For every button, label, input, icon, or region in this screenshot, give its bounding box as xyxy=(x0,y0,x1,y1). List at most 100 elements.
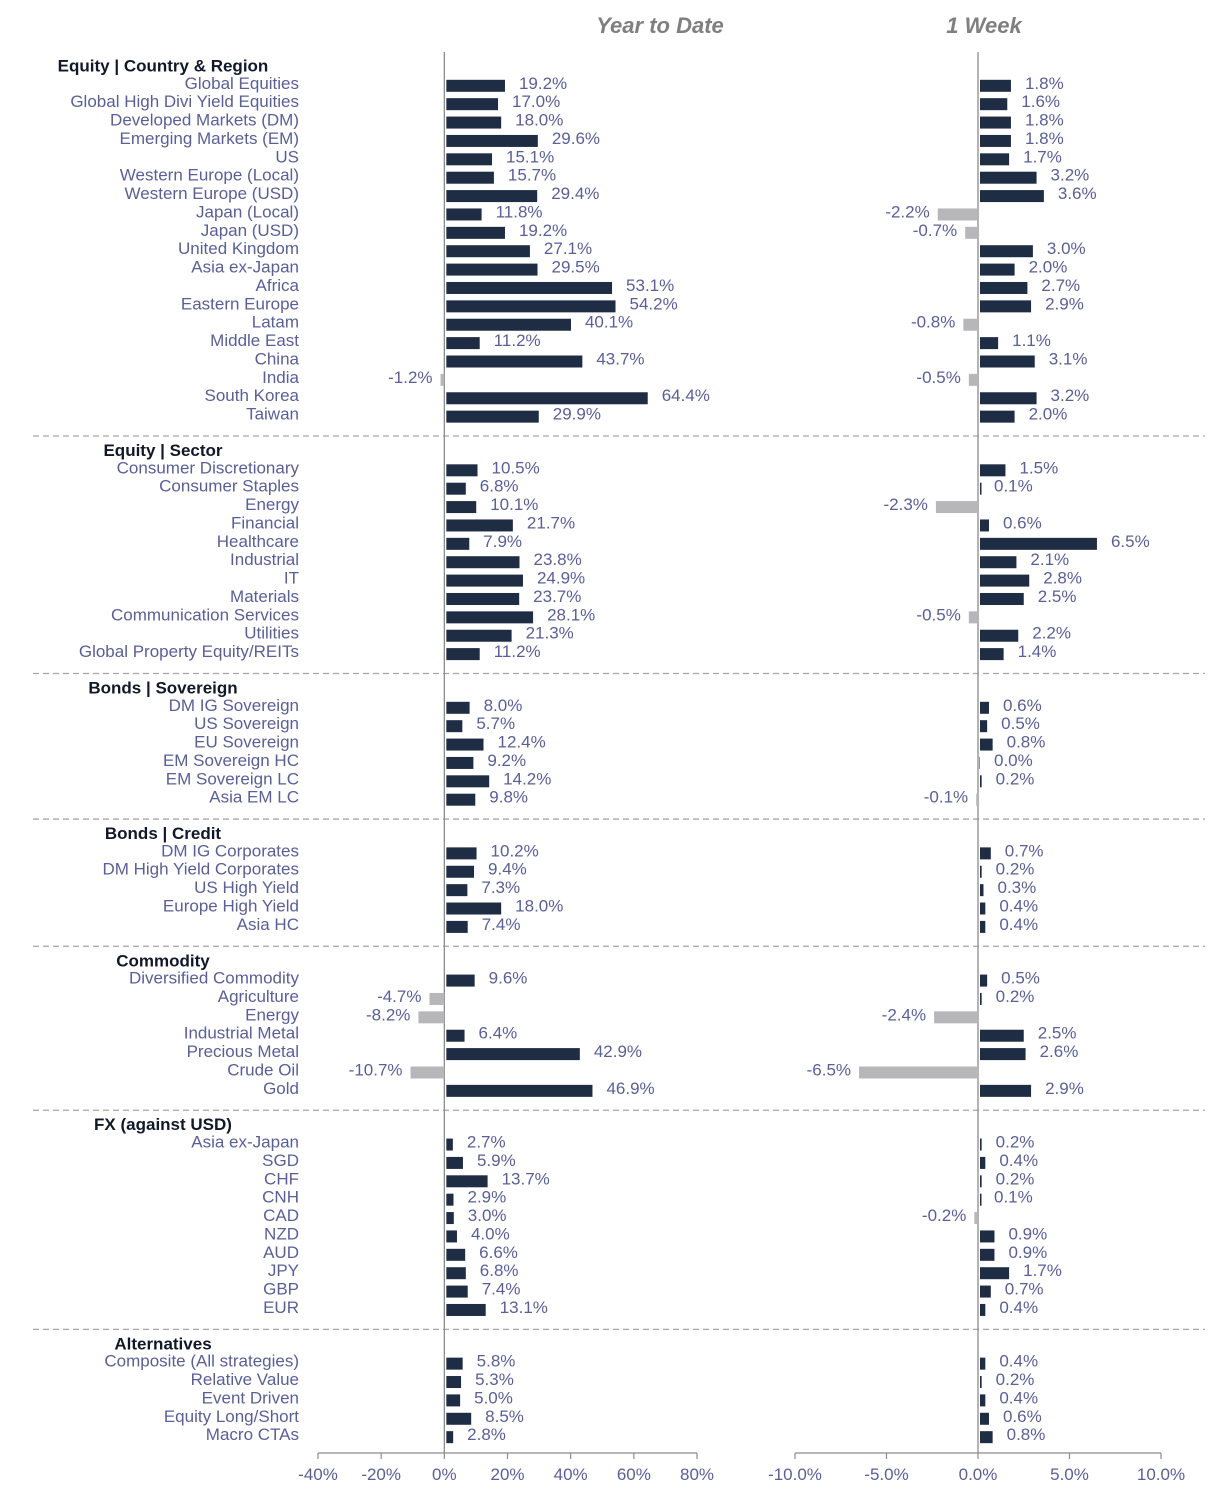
wk-bar xyxy=(980,992,982,1005)
ytd-bar xyxy=(446,720,463,733)
row-label: Crude Oil xyxy=(227,1060,299,1079)
ytd-bar xyxy=(446,1357,463,1370)
row-label: EM Sovereign HC xyxy=(163,751,299,770)
row-label: Energy xyxy=(245,495,299,514)
ytd-value-label: 5.8% xyxy=(477,1352,516,1371)
wk-bar xyxy=(934,1011,978,1024)
row-label: Macro CTAs xyxy=(206,1425,299,1444)
ytd-bar xyxy=(446,756,474,769)
row-label: Financial xyxy=(231,513,299,532)
ytd-value-label: 64.4% xyxy=(662,386,710,405)
row-label: Western Europe (Local) xyxy=(120,166,299,185)
wk-value-label: 0.6% xyxy=(1003,513,1042,532)
wk-value-label: 1.8% xyxy=(1025,129,1064,148)
ytd-bar xyxy=(446,98,499,111)
row-label: Consumer Discretionary xyxy=(117,458,300,477)
ytd-value-label: 2.9% xyxy=(467,1188,506,1207)
ytd-value-label: 15.1% xyxy=(506,147,554,166)
ytd-bar xyxy=(446,1248,466,1261)
row-label: Gold xyxy=(263,1079,299,1098)
row-label: Japan (Local) xyxy=(196,202,299,221)
wk-value-label: 0.7% xyxy=(1005,841,1044,860)
wk-value-label: 2.5% xyxy=(1038,587,1077,606)
wk-value-label: 0.1% xyxy=(994,477,1033,496)
wk-bar xyxy=(980,98,1008,111)
wk-value-label: 0.2% xyxy=(996,1370,1035,1389)
row-label: Eastern Europe xyxy=(181,294,299,313)
wk-value-label: 1.1% xyxy=(1012,331,1051,350)
wk-value-label: 2.2% xyxy=(1032,624,1071,643)
row-label: Asia EM LC xyxy=(209,788,299,807)
ytd-value-label: 21.3% xyxy=(526,624,574,643)
wk-value-label: 2.0% xyxy=(1029,258,1068,277)
ytd-tick-label: 40% xyxy=(554,1465,588,1484)
ytd-value-label: 17.0% xyxy=(512,92,560,111)
wk-bar xyxy=(980,281,1028,294)
row-label: United Kingdom xyxy=(178,239,299,258)
row-label: Industrial xyxy=(230,550,299,569)
row-label: Agriculture xyxy=(218,987,299,1006)
ytd-value-label: 2.8% xyxy=(467,1425,506,1444)
ytd-value-label: 2.7% xyxy=(467,1133,506,1152)
ytd-bar xyxy=(446,574,523,587)
ytd-value-label: 29.9% xyxy=(553,405,601,424)
wk-bar xyxy=(980,190,1044,203)
ytd-bar xyxy=(446,263,538,276)
ytd-tick-label: 80% xyxy=(680,1465,714,1484)
wk-bar xyxy=(980,1267,1010,1280)
wk-bar xyxy=(980,79,1011,92)
ytd-bar xyxy=(446,1175,488,1188)
ytd-bar xyxy=(446,793,476,806)
wk-bar xyxy=(859,1066,978,1079)
wk-bar xyxy=(980,519,989,532)
ytd-bar xyxy=(446,300,616,313)
ytd-value-label: -1.2% xyxy=(388,368,432,387)
wk-bar xyxy=(980,1029,1024,1042)
ytd-value-label: 29.6% xyxy=(552,129,600,148)
wk-value-label: 0.2% xyxy=(996,1169,1035,1188)
ytd-value-label: 10.1% xyxy=(490,495,538,514)
ytd-value-label: 12.4% xyxy=(497,733,545,752)
wk-value-label: 0.3% xyxy=(997,878,1036,897)
ytd-value-label: 11.8% xyxy=(496,202,543,221)
ytd-value-label: 29.4% xyxy=(551,184,599,203)
ytd-value-label: 7.4% xyxy=(482,1280,521,1299)
wk-value-label: 0.4% xyxy=(999,915,1038,934)
ytd-value-label: 7.4% xyxy=(482,915,521,934)
ytd-value-label: 13.1% xyxy=(500,1298,548,1317)
wk-value-label: 0.2% xyxy=(996,860,1035,879)
ytd-bar xyxy=(446,226,505,239)
row-label: Europe High Yield xyxy=(163,897,299,916)
wk-bar xyxy=(980,1357,986,1370)
ytd-value-label: 7.3% xyxy=(481,878,520,897)
ytd-value-label: 11.2% xyxy=(494,642,541,661)
section-heading: FX (against USD) xyxy=(94,1115,232,1134)
wk-bar xyxy=(980,556,1017,569)
ytd-tick-label: 20% xyxy=(490,1465,524,1484)
ytd-value-label: 18.0% xyxy=(515,111,563,130)
ytd-bar xyxy=(446,1138,453,1151)
wk-bar xyxy=(980,592,1024,605)
ytd-value-label: 9.2% xyxy=(487,751,526,770)
ytd-value-label: 9.6% xyxy=(489,969,528,988)
section-heading: Equity | Country & Region xyxy=(58,56,269,75)
wk-bar xyxy=(980,738,993,751)
panel-title-1w: 1 Week xyxy=(946,13,1023,38)
wk-bar xyxy=(980,1048,1026,1061)
wk-bar xyxy=(980,648,1004,661)
section-heading: Bonds | Sovereign xyxy=(88,678,237,697)
wk-bar xyxy=(963,318,978,331)
wk-bar xyxy=(980,263,1015,276)
row-label: South Korea xyxy=(204,386,299,405)
ytd-bar xyxy=(429,992,445,1005)
row-label: Latam xyxy=(252,313,299,332)
ytd-bar xyxy=(446,592,520,605)
ytd-value-label: 11.2% xyxy=(494,331,541,350)
wk-value-label: 0.4% xyxy=(999,1388,1038,1407)
ytd-tick-label: 60% xyxy=(617,1465,651,1484)
ytd-value-label: 5.0% xyxy=(474,1388,513,1407)
ytd-bar xyxy=(446,920,468,933)
ytd-value-label: 5.7% xyxy=(476,714,515,733)
